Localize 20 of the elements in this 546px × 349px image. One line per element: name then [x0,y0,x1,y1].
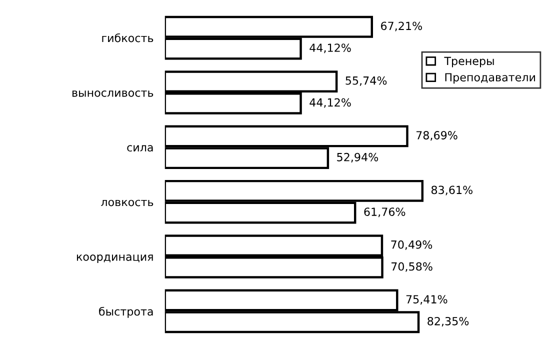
data-label: 44,12% [310,44,351,54]
y-tick-label: быстрота [99,306,153,318]
y-tick-label: гибкость [102,33,154,42]
data-label: 78,69% [416,131,458,141]
legend-label: Тренеры [444,56,494,68]
data-label: 83,61% [431,186,472,196]
data-label: 55,74% [346,76,387,86]
data-label: 70,49% [391,240,432,250]
data-label: 82,35% [428,316,469,326]
y-tick-label: координация [76,254,153,264]
data-label: 61,76% [364,208,406,218]
data-label: 67,21% [380,22,422,32]
y-tick-label: ловкость [101,200,154,206]
legend-label: Преподаватели [445,73,535,84]
y-tick-label: выносливость [72,90,154,97]
data-label: 70,58% [392,262,432,272]
y-tick-label: сила [127,145,153,152]
data-label: 44,12% [310,98,351,108]
data-label: 52,94% [337,152,378,162]
data-label: 75,41% [406,295,448,305]
